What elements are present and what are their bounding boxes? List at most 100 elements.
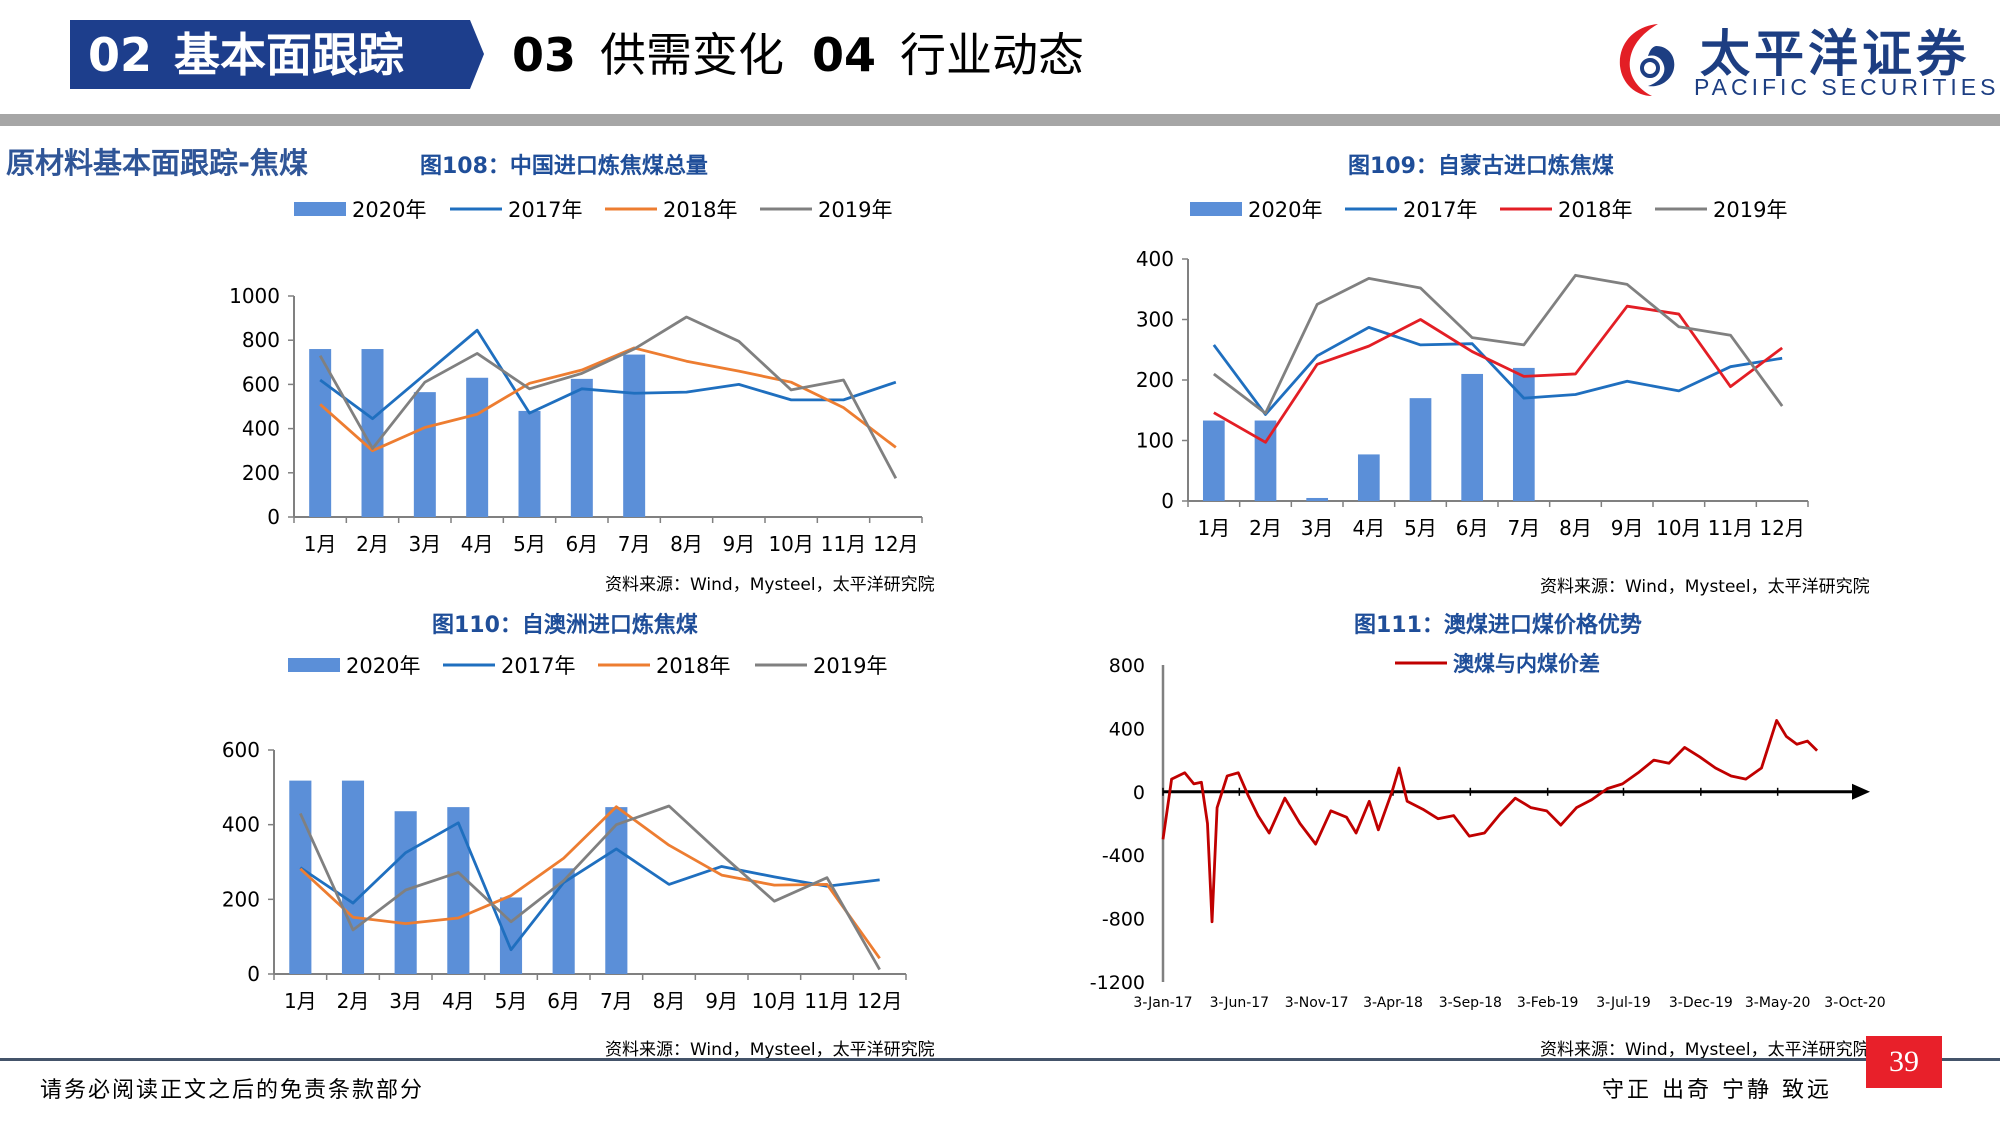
fig111-x-tick-label: 3-Jul-19: [1596, 995, 1651, 1011]
fig110-bar-7月: [605, 807, 628, 974]
fig108-x-tick-label: 5月: [513, 532, 546, 556]
fig108-x-tick-label: 2月: [356, 532, 389, 556]
fig108-series-line-2019年: [318, 315, 898, 479]
fig110-x-tick-label: 8月: [653, 989, 686, 1013]
fig108-y-tick-label: 0: [267, 505, 280, 529]
fig110-x-tick-label: 4月: [442, 989, 475, 1013]
section-tab-04[interactable]: 04 行业动态: [812, 22, 1084, 88]
tab-03-number: 03: [512, 28, 577, 82]
fig110-bar-6月: [552, 868, 575, 974]
footer-disclaimer: 请务必阅读正文之后的免责条款部分: [40, 1078, 425, 1103]
pacific-logo-icon: [1619, 24, 1675, 96]
logo-text-cn: 太平洋证券: [1700, 25, 1970, 83]
fig110-title: 图110：自澳洲进口炼焦煤: [432, 613, 698, 638]
fig109-x-tick-label: 10月: [1656, 516, 1701, 540]
fig111-title: 图111：澳煤进口煤价格优势: [1354, 613, 1642, 638]
fig109-x-tick-label: 4月: [1352, 516, 1385, 540]
fig109-legend-swatch-2020年: [1190, 202, 1242, 216]
fig110-x-tick-label: 7月: [600, 989, 633, 1013]
fig108-x-tick-label: 7月: [618, 532, 651, 556]
fig109-bar-6月: [1461, 373, 1484, 501]
fig109-bar-3月: [1306, 497, 1329, 501]
fig109-legend-label-2017年: 2017年: [1403, 198, 1477, 222]
fig109-x-tick-label: 6月: [1456, 516, 1489, 540]
fig111-x-tick-label: 3-Jan-17: [1133, 995, 1192, 1011]
fig111-y-tick-label: 400: [1109, 718, 1145, 740]
page-number: 39: [1866, 1036, 1942, 1088]
fig109-x-tick-label: 1月: [1197, 516, 1230, 540]
fig111-y-tick-label: -400: [1102, 845, 1145, 867]
fig110-legend-label-2018年: 2018年: [656, 654, 730, 678]
fig109-y-tick-label: 400: [1136, 247, 1174, 271]
fig109-legend-label-2019年: 2019年: [1713, 198, 1787, 222]
fig108-x-tick-label: 12月: [873, 532, 918, 556]
fig110-legend-label-2020年: 2020年: [346, 654, 420, 678]
active-section-tab-label: 02 基本面跟踪: [88, 22, 404, 88]
fig110-bar-3月: [394, 811, 417, 974]
fig110-y-tick-label: 400: [222, 813, 260, 837]
fig109-x-tick-label: 11月: [1708, 516, 1753, 540]
footer-divider: [0, 1058, 2000, 1061]
fig111-y-tick-label: 800: [1109, 655, 1145, 677]
fig108-y-tick-label: 800: [242, 328, 280, 352]
fig110-x-tick-label: 5月: [495, 989, 528, 1013]
fig110-source: 资料来源：Wind，Mysteel，太平洋研究院: [605, 1040, 935, 1060]
fig111-x-tick-label: 3-Feb-19: [1517, 995, 1579, 1011]
fig108-y-tick-label: 600: [242, 372, 280, 396]
section-tab-03[interactable]: 03 供需变化: [512, 22, 784, 88]
fig111-x-tick-label: 3-May-20: [1745, 995, 1811, 1011]
tab-04-number: 04: [812, 28, 877, 82]
fig108-bar-7月: [623, 354, 646, 517]
fig110-legend-label-2017年: 2017年: [501, 654, 575, 678]
fig109-series-line-2019年: [1212, 273, 1784, 415]
fig108-x-tick-label: 10月: [768, 532, 813, 556]
fig108-x-tick-label: 6月: [565, 532, 598, 556]
fig111-x-tick-label: 3-Sep-18: [1439, 995, 1502, 1011]
fig111-x-tick-label: 3-Dec-19: [1669, 995, 1733, 1011]
fig110-bar-5月: [499, 897, 523, 974]
fig111-zero-axis-arrow: [1852, 783, 1870, 800]
fig108-x-tick-label: 1月: [304, 532, 337, 556]
fig108-legend-swatch-2020年: [294, 202, 346, 216]
active-section-tab[interactable]: [70, 20, 484, 89]
fig110-x-tick-label: 11月: [804, 989, 849, 1013]
fig108-series-line-2017年: [319, 328, 897, 421]
fig108-legend-label-2017年: 2017年: [508, 198, 582, 222]
fig108-legend-label-2019年: 2019年: [818, 198, 892, 222]
fig111-source: 资料来源：Wind，Mysteel，太平洋研究院: [1540, 1040, 1870, 1060]
fig110-x-tick-label: 6月: [547, 989, 580, 1013]
fig108-x-tick-label: 4月: [461, 532, 494, 556]
fig111-x-tick-label: 3-Apr-18: [1363, 995, 1423, 1011]
fig110-x-tick-label: 2月: [337, 989, 370, 1013]
fig110-x-tick-label: 1月: [284, 989, 317, 1013]
fig108-bar-4月: [466, 377, 489, 517]
fig109-bar-7月: [1512, 367, 1535, 501]
fig108-bar-2月: [361, 349, 384, 517]
fig111-legend-label: 澳煤与内煤价差: [1453, 652, 1600, 676]
fig108-y-tick-label: 400: [242, 417, 280, 441]
fig109-series-line-2017年: [1212, 325, 1783, 416]
fig108-x-tick-label: 9月: [722, 532, 755, 556]
fig110-bar-4月: [447, 807, 470, 974]
fig109-x-tick-label: 2月: [1249, 516, 1282, 540]
fig110-series-line-2019年: [299, 804, 881, 971]
active-tab-number: 02: [88, 28, 153, 82]
fig109-legend-label-2020年: 2020年: [1248, 198, 1322, 222]
fig108-bar-5月: [518, 410, 541, 517]
fig111-y-tick-label: 0: [1133, 782, 1145, 804]
fig111-y-tick-label: -1200: [1090, 972, 1145, 994]
fig108-series-line-2018年: [319, 346, 897, 453]
logo-text-en: PACIFIC SECURITIES: [1694, 74, 2000, 100]
active-tab-title: 基本面跟踪: [174, 28, 405, 82]
fig109-y-tick-label: 100: [1136, 429, 1174, 453]
fig110-y-tick-label: 600: [222, 738, 260, 762]
fig109-x-tick-label: 5月: [1404, 516, 1437, 540]
fig110-legend-label-2019年: 2019年: [813, 654, 887, 678]
fig108-bar-3月: [413, 392, 436, 517]
tab-03-title: 供需变化: [600, 28, 785, 82]
fig111-x-tick-label: 3-Oct-20: [1824, 995, 1885, 1011]
fig109-y-tick-label: 0: [1161, 489, 1174, 513]
fig110-series-line-2018年: [299, 805, 881, 960]
fig110-legend-swatch-2020年: [288, 658, 340, 672]
fig108-bar-6月: [570, 378, 593, 517]
